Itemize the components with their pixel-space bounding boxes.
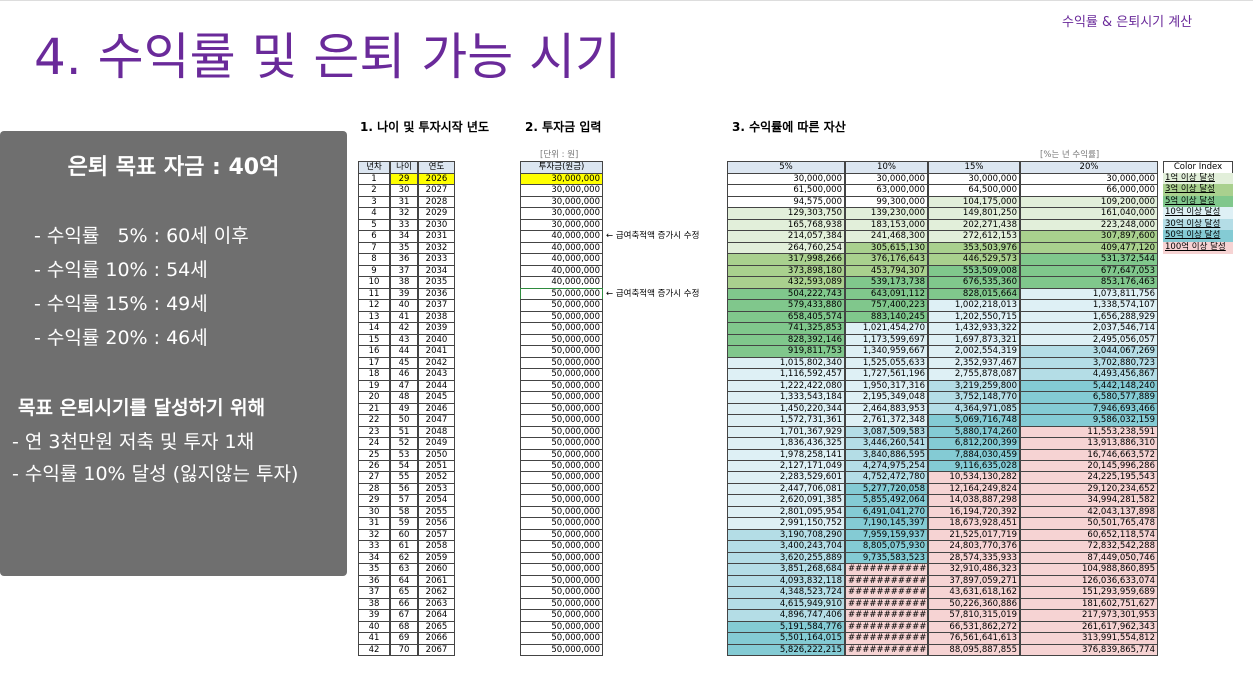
rate-line: - 수익률 20% : 46세 [34, 327, 208, 349]
table-cell: 50,000,000 [520, 391, 603, 404]
summary-panel: 은퇴 목표 자금 : 40억 - 수익률 5% : 60세 이후 - 수익률 10… [0, 131, 347, 576]
table-cell: 60 [390, 528, 418, 542]
color-index-item: 5억 이상 달성 [1163, 195, 1233, 209]
table-cell: 70 [390, 643, 418, 657]
rate-line: - 수익률 5% : 60세 이후 [34, 225, 249, 247]
asset-cell: 757,400,223 [845, 299, 928, 312]
table-cell: 2066 [418, 632, 455, 645]
table-cell: 49 [390, 402, 418, 416]
color-index-item: 50억 이상 달성 [1163, 230, 1233, 243]
asset-cell: 88,095,887,855 [928, 643, 1020, 657]
section-title: 3. 수익률에 따른 자산 [732, 120, 846, 134]
title: 4. 수익률 및 은퇴 가능 시기 [34, 28, 622, 86]
rate-line: - 수익률 10% : 54세 [34, 259, 208, 281]
rate-line: - 수익률 15% : 49세 [34, 293, 208, 315]
table-cell: 32 [358, 528, 390, 542]
section-title: 1. 나이 및 투자시작 년도 [360, 120, 489, 134]
row-note: ← 급여축적액 증가시 수정 [606, 231, 700, 242]
table-cell: 2067 [418, 643, 455, 657]
asset-cell: 5,826,222,215 [727, 643, 845, 657]
unit-note: [단위 : 원] [540, 150, 579, 160]
table-cell: 30,000,000 [520, 195, 603, 209]
asset-cell: ############ [845, 643, 928, 657]
rate-note: [%는 년 수익률] [1040, 150, 1100, 160]
tag: 수익률 & 은퇴시기 계산 [1062, 15, 1193, 30]
rates: - 수익률 5% : 60세 이후 - 수익률 10% : 54세 - 수익률 15… [34, 219, 249, 355]
actions: - 연 3천만원 저축 및 투자 1채 - 수익률 10% 달성 (잃지않는 투자… [12, 426, 332, 490]
table-cell: 42 [358, 643, 390, 657]
action-line: - 수익률 10% 달성 (잃지않는 투자) [12, 463, 299, 485]
table-cell: 50,000,000 [520, 643, 603, 657]
asset-cell: 376,839,865,774 [1020, 643, 1158, 657]
action-line: - 연 3천만원 저축 및 투자 1채 [12, 431, 255, 453]
table-cell: 53 [390, 448, 418, 461]
table-cell: 50,000,000 [520, 471, 603, 484]
column-header: 나이 [390, 161, 418, 174]
color-index-item: 10억 이상 달성 [1163, 207, 1233, 220]
color-index-item: 30억 이상 달성 [1163, 218, 1233, 232]
color-index-item: 3억 이상 달성 [1163, 184, 1233, 197]
color-index-item: 1억 이상 달성 [1163, 173, 1233, 186]
panel-heading: 은퇴 목표 자금 : 40억 [67, 155, 280, 180]
section-title: 2. 투자금 입력 [525, 120, 602, 134]
panel-subheading: 목표 은퇴시기를 달성하기 위해 [18, 397, 266, 419]
row-note: ← 급여축적액 증가시 수정 [606, 288, 700, 299]
color-index-item: 100억 이상 달성 [1163, 241, 1233, 255]
